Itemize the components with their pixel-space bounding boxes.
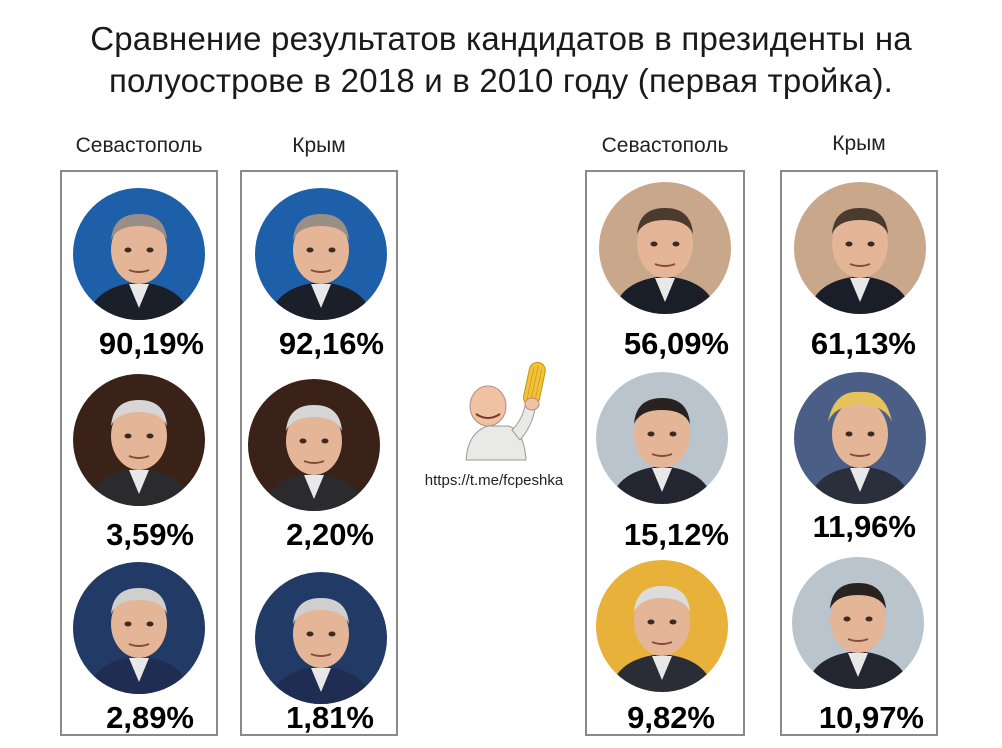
putin-portrait-icon	[255, 188, 387, 320]
candidate-portrait	[255, 188, 387, 320]
column-label-sevastopol-2018: Севастополь	[75, 134, 203, 157]
yanukovych-portrait-icon	[794, 182, 926, 314]
vote-percentage: 61,13%	[810, 326, 916, 361]
page-title: Сравнение результатов кандидатов в прези…	[0, 18, 1002, 102]
vote-percentage: 3,59%	[106, 517, 194, 552]
candidate-portrait	[73, 562, 205, 694]
column-sevastopol-2018: 90,19% 3,59% 2,89%	[60, 170, 218, 736]
vote-percentage: 92,16%	[278, 326, 384, 361]
candidate-portrait	[255, 572, 387, 704]
candidate-portrait	[599, 182, 731, 314]
zhirinovsky-portrait-icon	[73, 562, 205, 694]
putin-portrait-icon	[73, 188, 205, 320]
vote-percentage: 9,82%	[627, 700, 715, 735]
vote-percentage: 2,20%	[286, 517, 374, 552]
candidate-portrait	[794, 372, 926, 504]
vote-percentage: 10,97%	[818, 700, 924, 735]
column-crimea-2010: 61,13% 11,96% 10,97%	[780, 170, 938, 736]
candidate-portrait	[596, 560, 728, 692]
telegram-channel-link[interactable]: https://t.me/fcpeshka	[424, 472, 564, 489]
vote-percentage: 11,96%	[812, 509, 916, 544]
column-label-crimea-2018: Крым	[292, 134, 346, 157]
channel-logo-icon	[446, 360, 556, 465]
vote-percentage: 2,89%	[106, 700, 194, 735]
tymoshenko-portrait-icon	[794, 372, 926, 504]
candidate-portrait	[794, 182, 926, 314]
vote-percentage: 56,09%	[623, 326, 729, 361]
column-crimea-2018: 92,16% 2,20% 1,81%	[240, 170, 398, 736]
column-label-crimea-2010: Крым	[832, 132, 886, 155]
column-sevastopol-2010: 56,09% 15,12% 9,82%	[585, 170, 745, 736]
candidate-portrait	[73, 188, 205, 320]
grudinin-portrait-icon	[73, 374, 205, 506]
candidate-portrait	[596, 372, 728, 504]
tigipko-portrait-icon	[792, 557, 924, 689]
vote-percentage: 1,81%	[286, 700, 374, 735]
title-line-1: Сравнение результатов кандидатов в прези…	[90, 20, 912, 57]
candidate-portrait	[73, 374, 205, 506]
zhirinovsky-portrait-icon	[255, 572, 387, 704]
grudinin-portrait-icon	[248, 379, 380, 511]
column-label-sevastopol-2010: Севастополь	[601, 134, 729, 157]
tigipko-portrait-icon	[596, 372, 728, 504]
vote-percentage: 15,12%	[623, 517, 729, 552]
candidate-portrait	[248, 379, 380, 511]
title-line-2: полуострове в 2018 и в 2010 году (первая…	[108, 62, 894, 99]
vote-percentage: 90,19%	[98, 326, 204, 361]
yanukovych-portrait-icon	[599, 182, 731, 314]
candidate-portrait	[792, 557, 924, 689]
symonenko-portrait-icon	[596, 560, 728, 692]
